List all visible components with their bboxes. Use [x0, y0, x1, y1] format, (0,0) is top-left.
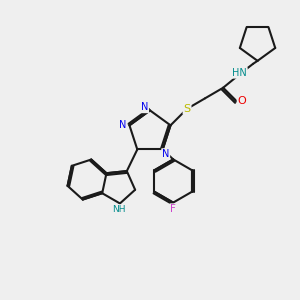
Text: F: F: [170, 204, 176, 214]
Text: O: O: [238, 96, 246, 106]
Text: N: N: [141, 102, 148, 112]
Text: N: N: [162, 149, 169, 159]
Text: NH: NH: [112, 205, 125, 214]
Text: HN: HN: [232, 68, 247, 78]
Text: N: N: [119, 120, 127, 130]
Text: S: S: [184, 104, 190, 114]
